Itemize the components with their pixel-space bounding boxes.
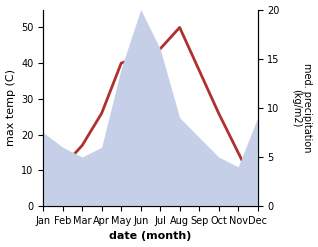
Y-axis label: med. precipitation
(kg/m2): med. precipitation (kg/m2) [291,63,313,153]
Y-axis label: max temp (C): max temp (C) [5,69,16,146]
X-axis label: date (month): date (month) [109,231,192,242]
